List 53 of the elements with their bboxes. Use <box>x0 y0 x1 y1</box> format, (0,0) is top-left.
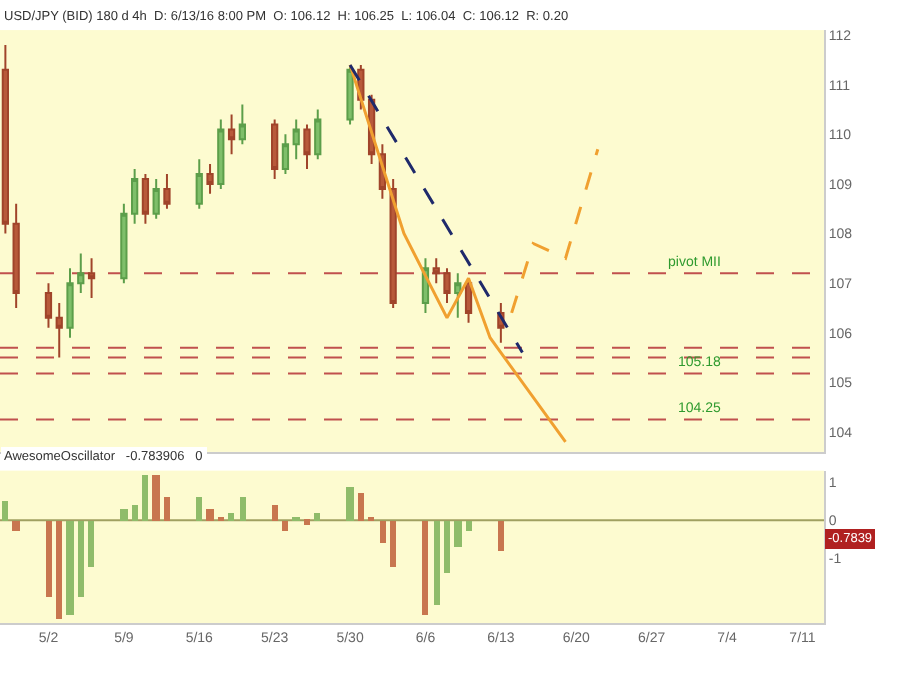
bar <box>88 520 94 567</box>
candlestick <box>87 257 96 300</box>
bar <box>240 496 246 521</box>
candlestick <box>454 272 462 319</box>
bar <box>66 520 74 615</box>
candlestick <box>292 118 300 161</box>
bar <box>390 520 396 567</box>
bar <box>272 504 278 521</box>
candlestick <box>346 63 354 126</box>
candlestick <box>163 173 171 210</box>
bar <box>228 512 234 521</box>
bar <box>196 496 202 521</box>
candlestick <box>303 123 311 171</box>
bar <box>380 520 386 543</box>
bar <box>2 500 8 521</box>
bar <box>314 512 320 521</box>
bar <box>206 508 214 521</box>
bar <box>142 474 148 521</box>
line-series <box>348 63 567 444</box>
bar <box>466 520 472 531</box>
bar <box>346 486 354 521</box>
candlestick <box>238 103 246 146</box>
candlestick <box>44 282 53 329</box>
bar <box>46 520 52 597</box>
bar <box>498 520 504 551</box>
candlestick <box>12 202 20 309</box>
candlestick <box>141 173 150 225</box>
bar <box>12 520 20 531</box>
bar <box>282 520 288 531</box>
bar <box>422 520 428 615</box>
candlestick <box>217 118 225 190</box>
candlestick <box>206 163 214 195</box>
bar <box>304 518 310 525</box>
bar <box>120 508 128 521</box>
candlestick <box>227 113 236 156</box>
candlestick <box>271 118 279 180</box>
bar <box>152 474 160 521</box>
bar <box>78 520 84 597</box>
candlestick <box>281 133 290 176</box>
candlestick <box>55 301 63 359</box>
line-series <box>510 147 600 315</box>
bar <box>164 496 170 521</box>
bar <box>434 520 440 605</box>
bar <box>444 520 450 573</box>
bar <box>358 492 364 521</box>
bar <box>454 520 462 547</box>
candlestick <box>389 177 397 309</box>
candlestick <box>195 158 203 210</box>
candlestick <box>314 108 322 161</box>
bar <box>56 520 62 619</box>
bar <box>132 504 138 521</box>
candlestick <box>152 177 160 220</box>
candlestick <box>1 44 10 235</box>
